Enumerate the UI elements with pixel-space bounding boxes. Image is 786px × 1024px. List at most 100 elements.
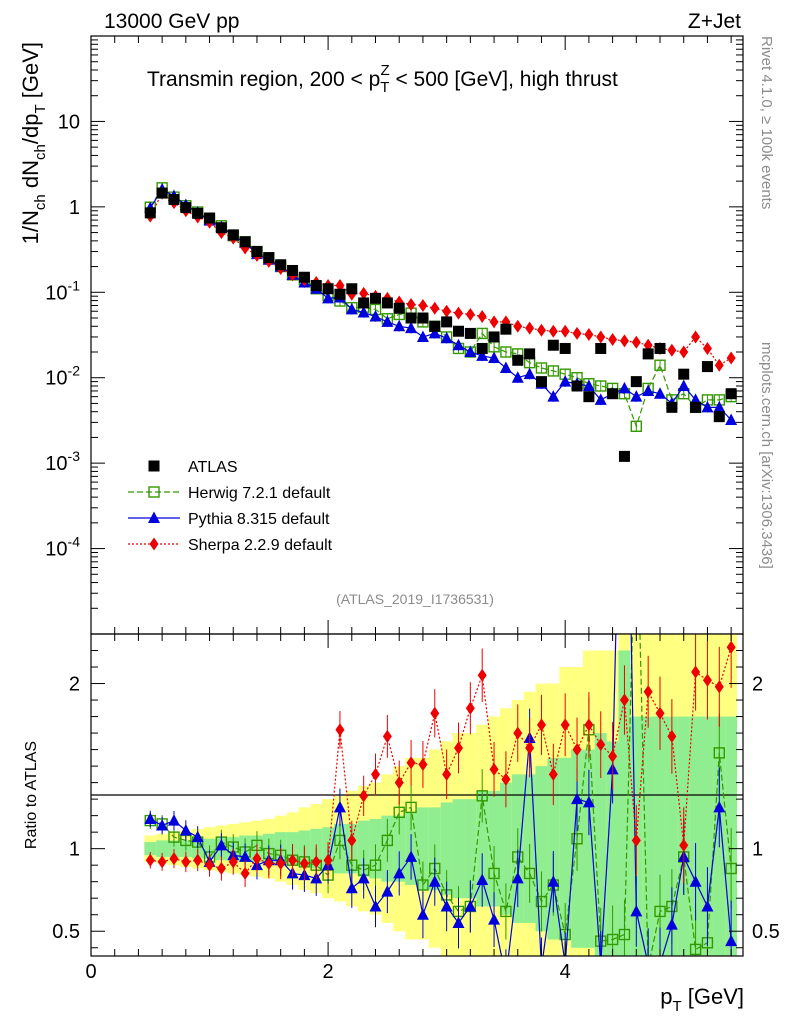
data-point-sherpa <box>513 319 523 333</box>
ratio-point-sherpa <box>371 767 381 781</box>
ratio-point-sherpa <box>465 701 475 715</box>
ratio-point-pythia <box>547 875 560 887</box>
ratio-point-sherpa <box>252 852 262 866</box>
uncertainty-band-green <box>689 716 702 956</box>
uncertainty-band-green <box>654 716 666 956</box>
data-point-pythia <box>381 315 394 327</box>
ratio-point-sherpa <box>596 738 606 752</box>
ratio-series-sherpa <box>145 634 736 887</box>
data-point-atlas <box>156 187 168 199</box>
legend-item-pythia: Pythia 8.315 default <box>128 511 330 528</box>
uncertainty-band-green <box>535 766 548 932</box>
ratio-point-sherpa <box>631 833 641 847</box>
data-point-atlas <box>488 331 500 343</box>
ratio-point-sherpa <box>382 729 392 743</box>
uncertainty-band-green <box>618 650 631 956</box>
data-point-sherpa <box>442 304 452 318</box>
data-point-pythia <box>322 291 335 304</box>
ratio-point-sherpa <box>643 685 653 699</box>
data-point-atlas <box>607 388 619 400</box>
ratio-point-pythia <box>381 885 394 897</box>
legend-item-atlas: ATLAS <box>148 459 238 476</box>
data-point-atlas <box>204 212 216 224</box>
y-tick-label: 10 <box>58 111 80 133</box>
ratio-point-sherpa <box>691 665 701 679</box>
ratio-point-sherpa <box>679 838 689 852</box>
ratio-point-pythia <box>215 838 228 851</box>
data-point-sherpa <box>702 341 712 355</box>
data-point-atlas <box>405 312 417 324</box>
data-point-herwig <box>547 365 560 377</box>
data-point-sherpa <box>465 307 475 321</box>
data-point-atlas <box>168 193 180 205</box>
data-point-pythia <box>499 361 512 373</box>
data-point-pythia <box>725 413 738 425</box>
ratio-point-herwig <box>476 790 488 802</box>
ratio-point-herwig <box>523 867 536 880</box>
ratio-point-herwig <box>168 831 180 843</box>
data-point-atlas <box>571 380 583 392</box>
ratio-point-herwig <box>713 747 725 759</box>
ratio-point-sherpa <box>572 743 582 757</box>
ratio-point-sherpa <box>525 741 535 755</box>
data-point-atlas <box>144 207 156 219</box>
data-point-pythia <box>393 319 406 332</box>
ratio-point-sherpa <box>655 706 665 720</box>
data-point-sherpa <box>430 301 440 315</box>
data-point-herwig <box>595 380 607 392</box>
legend-marker-atlas <box>148 460 160 472</box>
ratio-point-pythia <box>191 830 204 843</box>
data-point-herwig <box>630 420 643 432</box>
ratio-point-pythia <box>167 814 180 826</box>
ratio-tick-label-left: 0.5 <box>52 921 80 943</box>
ratio-point-herwig <box>689 943 702 956</box>
y-tick-label: 10-4 <box>45 534 80 561</box>
uncertainty-band-green <box>547 757 560 940</box>
data-point-atlas <box>215 222 227 234</box>
data-point-pythia <box>369 310 382 322</box>
ratio-point-pythia <box>701 899 714 912</box>
data-point-atlas <box>512 354 524 366</box>
legend-label: Sherpa 2.2.9 default <box>188 537 333 554</box>
ratio-point-herwig <box>631 480 641 490</box>
data-point-pythia <box>618 381 631 394</box>
ratio-point-herwig <box>725 862 737 875</box>
chart-title: Transmin region, 200 < pTZ < 500 [GeV], … <box>147 62 618 96</box>
ratio-point-pythia <box>725 934 738 947</box>
ratio-point-pythia <box>642 958 654 970</box>
ratio-point-sherpa <box>442 767 452 781</box>
data-point-atlas <box>429 320 441 332</box>
ratio-point-sherpa <box>240 866 250 880</box>
data-point-atlas <box>654 342 666 354</box>
data-point-atlas <box>713 411 725 423</box>
ratio-point-sherpa <box>406 756 416 770</box>
legend-item-herwig: Herwig 7.2.1 default <box>128 485 331 502</box>
data-point-atlas <box>358 297 370 309</box>
ratio-point-pythia <box>393 866 406 879</box>
ratio-point-sherpa <box>288 853 298 867</box>
ratio-point-pythia <box>452 916 465 928</box>
legend-item-sherpa: Sherpa 2.2.9 default <box>128 537 333 554</box>
ratio-point-pythia <box>595 958 607 970</box>
legend-label: Pythia 8.315 default <box>188 511 330 528</box>
uncertainty-band-green <box>464 799 477 899</box>
energy-label: 13000 GeV pp <box>104 10 239 33</box>
data-point-atlas <box>618 450 630 462</box>
data-point-sherpa <box>489 315 499 329</box>
ratio-point-pythia <box>582 795 595 808</box>
data-point-atlas <box>476 342 488 354</box>
uncertainty-band-green <box>559 757 572 940</box>
data-point-sherpa <box>679 345 689 359</box>
data-point-atlas <box>547 339 559 351</box>
mcplots-label: mcplots.cern.ch [arXiv:1306.3436] <box>758 342 775 569</box>
uncertainty-band-green <box>606 741 619 956</box>
ratio-point-herwig <box>405 801 417 814</box>
ratio-point-pythia <box>333 800 346 813</box>
ratio-point-sherpa <box>276 857 286 871</box>
x-tick-label: 0 <box>85 961 96 983</box>
ratio-point-pythia <box>665 918 678 930</box>
data-point-atlas <box>583 391 595 403</box>
ratio-point-sherpa <box>394 776 404 790</box>
data-point-pythia <box>345 302 358 315</box>
ratio-point-pythia <box>357 871 370 884</box>
